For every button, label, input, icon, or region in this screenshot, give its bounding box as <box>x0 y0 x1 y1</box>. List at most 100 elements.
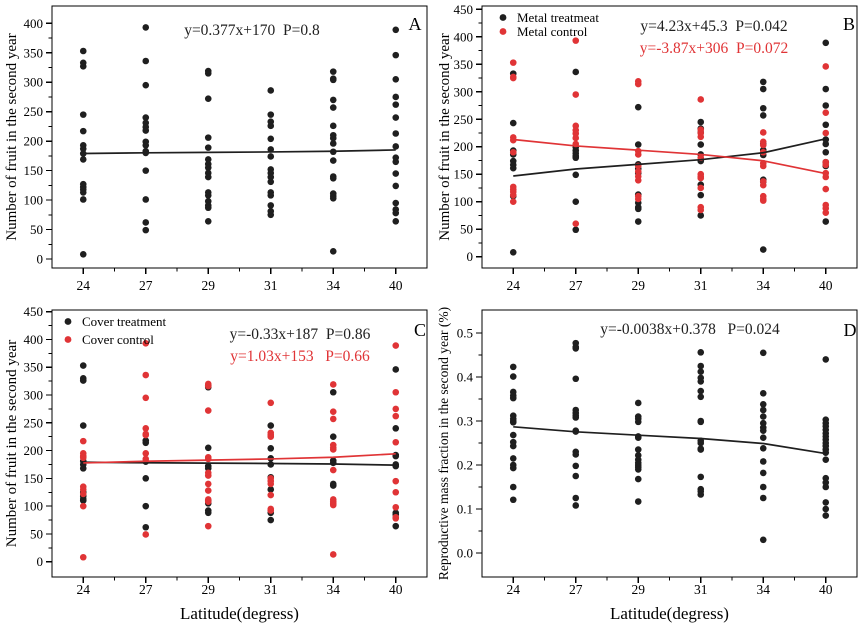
x-tick-label: 29 <box>632 582 646 597</box>
data-point <box>392 143 400 150</box>
data-point <box>509 148 517 156</box>
data-point <box>634 80 642 88</box>
y-tick-label: 250 <box>24 415 44 430</box>
data-point <box>759 129 767 136</box>
equation-annotation: y=-0.0038x+0.378 P=0.024 <box>600 321 780 338</box>
data-point <box>759 85 767 93</box>
data-point <box>79 156 87 163</box>
data-point <box>79 454 87 462</box>
fit-line <box>513 138 826 175</box>
legend-marker <box>499 14 507 21</box>
data-point <box>759 400 767 408</box>
fit-line <box>513 137 826 177</box>
data-point <box>822 39 830 47</box>
panel-D: 0.0 0.1 0.2 0.3 0.4 0.5 24 27 29 31 34 40 Reproducti… <box>436 307 858 623</box>
data-point <box>79 465 87 472</box>
data-point <box>204 472 212 479</box>
data-point <box>759 427 767 434</box>
legend-marker <box>64 336 72 343</box>
data-point <box>822 185 830 193</box>
data-point <box>204 509 212 517</box>
legend-marker <box>64 318 72 325</box>
panel-letter: D <box>844 320 857 340</box>
data-point <box>79 145 87 153</box>
data-point <box>509 249 517 256</box>
data-point <box>759 349 767 357</box>
x-tick-label: 27 <box>139 582 153 597</box>
x-tick-label: 34 <box>757 278 771 293</box>
data-point <box>572 451 580 458</box>
data-point <box>392 170 400 177</box>
data-point <box>142 425 150 432</box>
data-point <box>822 356 830 363</box>
data-point <box>759 197 767 204</box>
data-point <box>267 87 275 94</box>
data-point <box>142 531 150 538</box>
x-tick-label: 31 <box>694 582 708 597</box>
data-point <box>572 345 580 352</box>
fit-line <box>513 425 826 455</box>
data-point <box>204 134 212 141</box>
data-point <box>634 168 642 175</box>
data-point <box>697 378 705 385</box>
data-point <box>572 220 580 228</box>
equation-annotation: y=4.23x+45.3 P=0.042 <box>640 18 787 35</box>
data-point <box>697 473 705 481</box>
data-point <box>142 57 150 65</box>
data-point <box>329 157 337 164</box>
data-point <box>759 162 767 170</box>
y-tick-label: 0.0 <box>457 546 473 561</box>
data-point <box>142 439 150 447</box>
x-tick-label: 40 <box>819 582 833 597</box>
data-point <box>509 455 517 462</box>
data-point <box>759 483 767 491</box>
data-point <box>79 497 87 504</box>
data-point <box>822 449 830 456</box>
data-point <box>759 413 767 420</box>
y-tick-label: 0 <box>467 249 474 264</box>
y-tick-label: 0.3 <box>457 414 473 429</box>
data-point <box>392 405 400 413</box>
x-tick-label: 27 <box>139 278 153 293</box>
data-point <box>142 226 150 234</box>
x-tick-label: 29 <box>202 278 216 293</box>
data-point <box>509 431 517 439</box>
data-point <box>759 406 767 414</box>
data-point <box>392 114 400 121</box>
data-point <box>329 96 337 104</box>
data-point <box>509 74 517 82</box>
data-point <box>759 494 767 502</box>
data-point <box>329 76 337 84</box>
data-point <box>509 59 517 66</box>
data-point <box>822 129 830 137</box>
data-point <box>142 523 150 531</box>
y-tick-label: 300 <box>454 84 474 99</box>
y-axis-label: Reproductive mass fraction in the second… <box>436 307 451 580</box>
x-tick-label: 24 <box>507 278 521 293</box>
data-point <box>697 206 705 214</box>
data-point <box>142 196 150 203</box>
data-point <box>822 512 830 519</box>
data-point <box>142 394 150 402</box>
y-tick-label: 250 <box>24 104 44 119</box>
plot-frame <box>481 309 858 578</box>
data-point <box>142 502 150 510</box>
data-point <box>79 490 87 498</box>
data-point <box>79 250 87 258</box>
x-axis-label: Latitude(degress) <box>610 604 729 623</box>
y-axis-label: Number of fruit in the second year <box>4 33 20 240</box>
data-point <box>509 363 517 371</box>
data-point <box>634 399 642 407</box>
data-point <box>392 477 400 485</box>
equation-annotation: y=-3.87x+306 P=0.072 <box>640 40 789 57</box>
data-point <box>509 394 517 402</box>
data-point <box>392 388 400 396</box>
data-point <box>79 127 87 135</box>
data-point <box>822 85 830 93</box>
data-point <box>142 431 150 439</box>
data-point <box>392 217 400 225</box>
x-tick-label: 34 <box>327 278 341 293</box>
data-point <box>392 158 400 166</box>
y-tick-label: 0 <box>37 554 44 569</box>
data-point <box>634 218 642 225</box>
